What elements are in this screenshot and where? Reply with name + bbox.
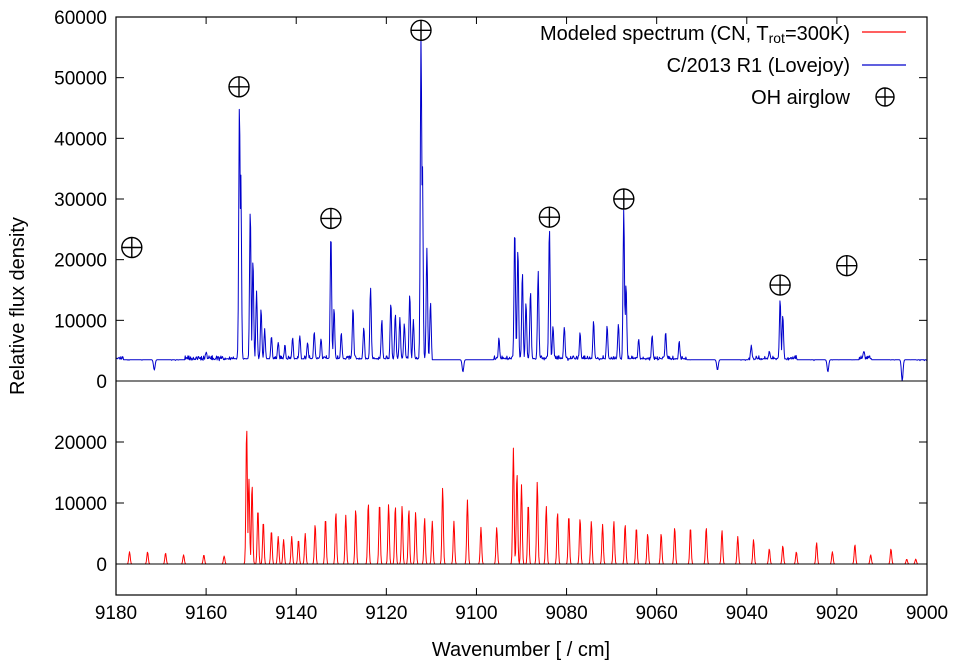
y-tick-upper-50000: 50000 [54,69,927,90]
y-tick-upper-60000: 60000 [54,8,927,29]
x-tick-9060: 9060 [636,17,678,624]
y-tick-label: 0 [96,372,107,393]
x-tick-9180: 9180 [95,17,137,624]
oh-airglow-marker [121,236,143,259]
legend-swatch-oh [875,87,895,107]
plot-frame [115,16,928,596]
x-tick-label: 9140 [275,603,317,624]
y-tick-label: 20000 [54,433,107,454]
y-tick-label: 50000 [54,69,107,90]
y-tick-upper-10000: 10000 [54,311,927,332]
x-tick-9140: 9140 [275,17,317,624]
x-tick-label: 9100 [455,603,497,624]
oh-airglow-marker [320,207,342,230]
y-tick-upper-20000: 20000 [54,251,927,272]
x-tick-9020: 9020 [816,17,858,624]
x-tick-label: 9040 [726,603,768,624]
legend-label-oh: OH airglow [751,87,850,109]
x-tick-9160: 9160 [185,17,227,624]
y-tick-upper-0: 0 [96,372,927,393]
y-tick-label: 10000 [54,494,107,515]
x-tick-label: 9000 [906,603,948,624]
y-tick-label: 0 [96,555,107,576]
x-tick-label: 9180 [95,603,137,624]
x-tick-label: 9120 [365,603,407,624]
oh-airglow-marker [613,188,635,210]
axis-layer: 9180 9160 9140 9120 9100 9080 9060 9040 9020 9000… [54,8,948,624]
legend-label-modeled: Modeled spectrum (CN, Trot=300K) [540,23,850,46]
x-tick-9100: 9100 [455,17,498,624]
x-tick-label: 9160 [185,603,227,624]
x-tick-label: 9080 [545,603,587,624]
x-axis-title: Wavenumber [ / cm] [432,639,610,661]
y-tick-label: 60000 [54,8,107,29]
y-tick-label: 30000 [54,190,107,211]
oh-airglow-marker [538,206,561,228]
series-line-lovejoy [116,32,927,382]
y-tick-label: 10000 [54,311,107,332]
y-tick-label: 40000 [54,129,107,150]
y-tick-lower-20000: 20000 [54,433,927,454]
oh-airglow-marker [410,19,432,41]
y-tick-lower-0: 0 [96,555,927,576]
y-tick-upper-40000: 40000 [54,129,927,150]
x-tick-label: 9060 [636,603,678,624]
x-tick-9080: 9080 [545,17,588,624]
oh-airglow-marker [769,274,791,296]
x-tick-9040: 9040 [726,17,768,624]
x-tick-9120: 9120 [365,17,407,624]
oh-marker-layer [121,19,858,296]
legend: Modeled spectrum (CN, Trot=300K) C/2013 … [540,23,906,109]
y-axis-title: Relative flux density [7,217,29,395]
x-tick-label: 9020 [816,603,858,624]
legend-label-lovejoy: C/2013 R1 (Lovejoy) [667,55,850,77]
oh-airglow-marker [228,76,250,98]
y-tick-upper-30000: 30000 [54,190,927,211]
x-tick-9000: 9000 [906,17,948,624]
y-tick-label: 20000 [54,251,107,272]
oh-airglow-marker [836,255,858,277]
y-tick-lower-10000: 10000 [54,494,927,515]
